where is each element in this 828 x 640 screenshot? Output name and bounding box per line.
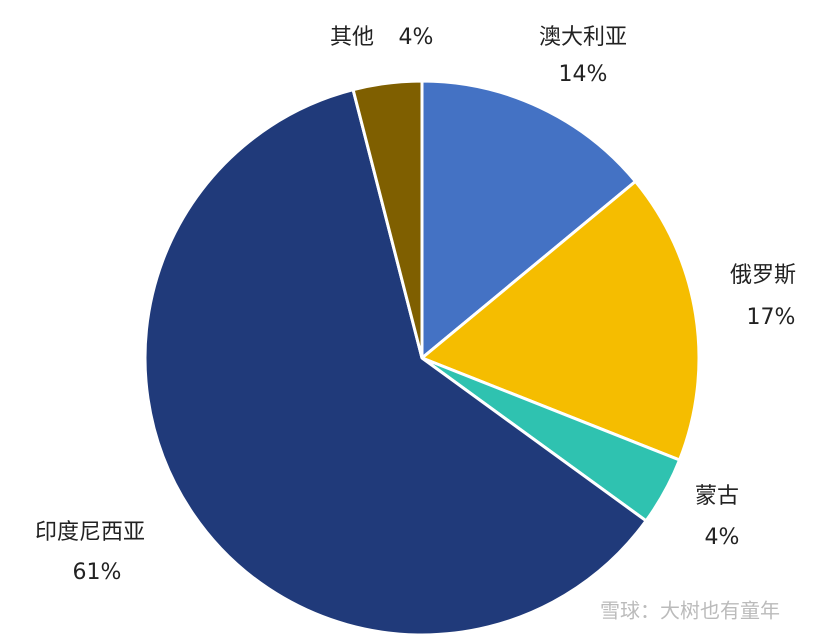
watermark: 雪球：大树也有童年: [600, 599, 780, 623]
value-label: 61%: [73, 560, 122, 585]
slice-label: 俄罗斯: [730, 263, 796, 288]
slice-label: 蒙古: [695, 484, 739, 509]
pie-slice: [351, 79, 424, 359]
pie-slice: [419, 179, 701, 462]
slice-label: 印度尼西亚: [35, 520, 145, 545]
value-label: 14%: [559, 62, 608, 87]
pie-slice: [143, 87, 649, 637]
slice-label: 澳大利亚: [539, 25, 627, 50]
value-label: 4%: [399, 25, 434, 50]
value-label: 17%: [747, 305, 796, 330]
value-label: 4%: [705, 525, 740, 550]
pie-slice: [420, 79, 638, 362]
slice-label: 其他: [330, 25, 374, 50]
